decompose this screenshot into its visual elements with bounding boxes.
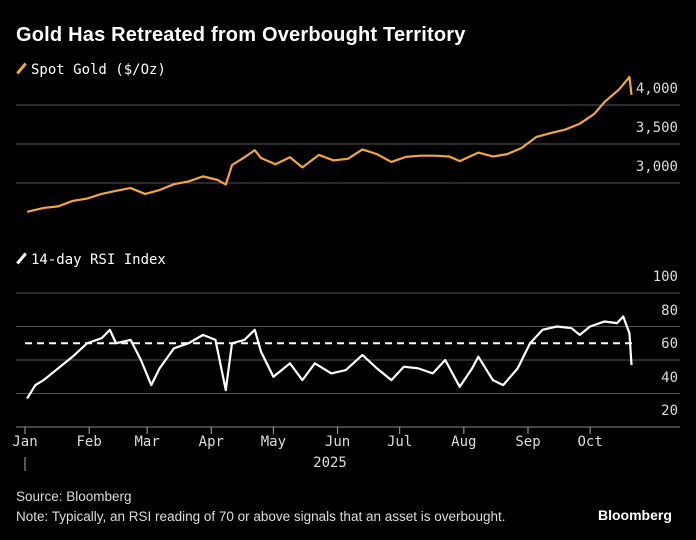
- rsi-ytick-label: 100: [652, 269, 678, 285]
- month-label: Feb: [76, 434, 102, 450]
- chart-title: Gold Has Retreated from Overbought Terri…: [16, 24, 466, 46]
- legend-gold: Spot Gold ($/Oz): [16, 62, 166, 78]
- note-text: Note: Typically, an RSI reading of 70 or…: [16, 509, 506, 524]
- gold-ytick-label: 4,000: [635, 81, 678, 97]
- rsi-ytick-label: 20: [661, 403, 678, 419]
- rsi-ytick-label: 80: [661, 302, 678, 319]
- month-label: May: [260, 434, 287, 450]
- legend-rsi-label: 14-day RSI Index: [31, 252, 166, 268]
- month-label: Apr: [198, 434, 224, 450]
- rsi-ytick-label: 60: [661, 336, 678, 352]
- bloomberg-logo: Bloomberg: [598, 507, 672, 523]
- gold-price-line: [26, 75, 633, 213]
- source-text: Source: Bloomberg: [16, 489, 132, 504]
- month-label: Aug: [451, 434, 477, 450]
- month-label: Sep: [515, 434, 541, 450]
- month-label: Jan: [12, 434, 38, 450]
- gold-ytick-label: 3,500: [635, 120, 678, 136]
- month-label: Oct: [577, 434, 603, 450]
- year-label: 2025: [313, 455, 347, 471]
- month-label: Jun: [324, 434, 351, 450]
- month-label: Mar: [134, 434, 160, 450]
- gold-ytick-label: 3,000: [635, 159, 678, 175]
- rsi-line: [26, 315, 633, 400]
- rsi-ytick-label: 40: [661, 369, 678, 386]
- legend-rsi: 14-day RSI Index: [16, 252, 166, 268]
- legend-gold-label: Spot Gold ($/Oz): [31, 62, 166, 78]
- month-label: Jul: [387, 434, 413, 450]
